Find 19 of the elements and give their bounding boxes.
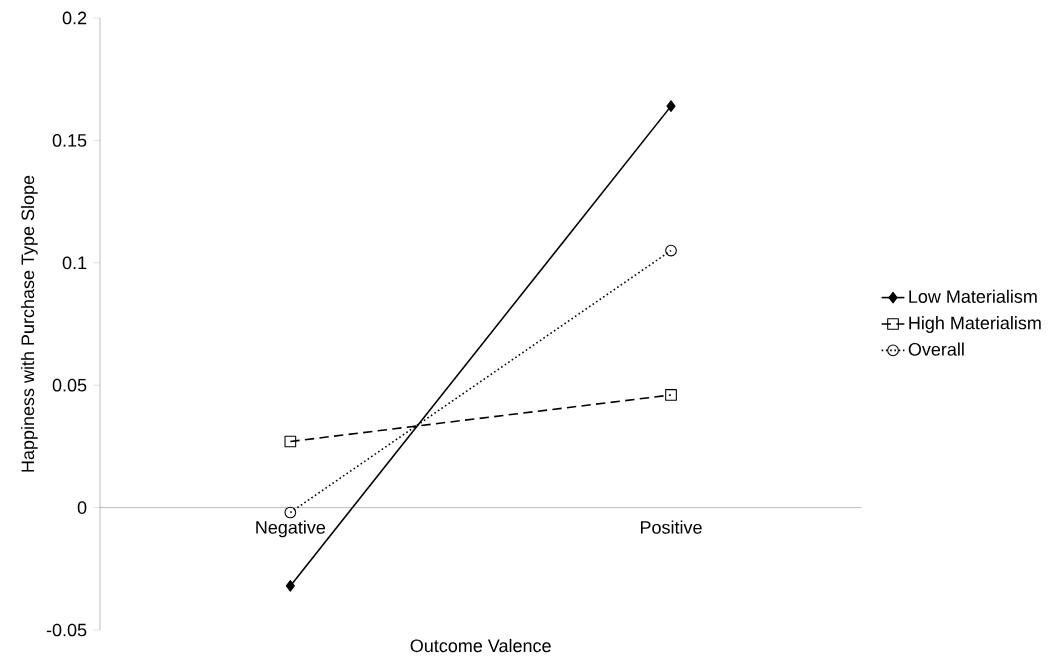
x-axis-title: Outcome Valence — [410, 638, 551, 653]
x-tick-label: Negative — [256, 520, 326, 538]
point — [284, 435, 297, 448]
y-tick-label: -0.05 — [46, 623, 87, 637]
y-tick-label: 0.1 — [62, 256, 87, 270]
y-tick-label: 0.05 — [52, 378, 87, 392]
y-tick-label: 0.15 — [52, 134, 87, 147]
legend-label: Low Materialism — [909, 289, 1037, 303]
x-tick-label: Positive — [640, 520, 702, 534]
y-tick-label: 0.2 — [62, 11, 87, 25]
point — [665, 244, 677, 257]
point — [665, 389, 677, 401]
point — [666, 100, 676, 112]
point — [284, 506, 297, 519]
y-tick-label: 0 — [77, 501, 87, 514]
legend-label: Overall — [908, 342, 964, 356]
legend-label: High Materialism — [909, 316, 1041, 333]
point — [285, 580, 295, 592]
y-axis-title: Happiness with Purchase Type Slope — [20, 175, 38, 472]
